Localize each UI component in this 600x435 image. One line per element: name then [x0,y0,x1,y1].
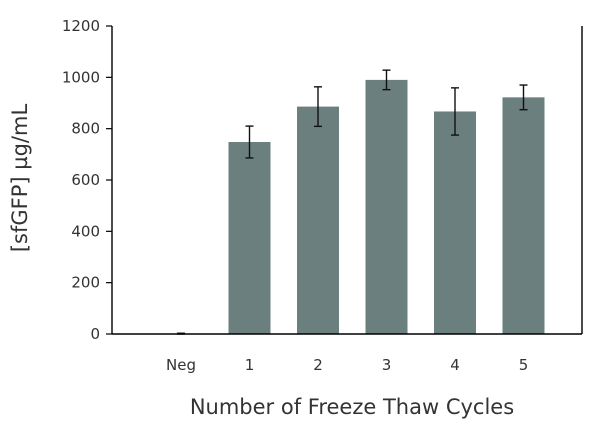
error-bar-1 [245,125,254,159]
x-tick-label-5: 5 [519,356,529,374]
x-tick-label-2: 2 [313,356,323,374]
x-tick-label-1: 1 [245,356,255,374]
bar-4 [434,111,476,334]
y-tick-label-600: 600 [71,171,100,189]
x-tick-label-4: 4 [450,356,460,374]
y-tick-label-200: 200 [71,274,100,292]
x-axis-title: Number of Freeze Thaw Cycles [190,395,514,419]
error-bar-2 [314,86,322,128]
bar-2 [297,106,339,335]
bars-layer [228,79,545,335]
bar-3 [365,79,408,335]
error-bar-5 [519,84,528,111]
error-bars-layer [177,69,528,335]
y-tick-label-400: 400 [71,222,100,240]
y-axis-title: [sfGFP] µg/mL [8,104,32,253]
y-tick-label-1000: 1000 [62,68,100,86]
y-tick-label-0: 0 [90,325,100,343]
error-bar-4 [451,87,459,136]
ticks-layer: Neg 1 2 3 4 5 0 200 400 600 800 1000 1200 [62,17,528,374]
y-tick-label-800: 800 [71,120,100,138]
y-tick-label-1200: 1200 [62,17,100,35]
x-tick-label-3: 3 [382,356,392,374]
bar-1 [228,142,271,334]
bar-5 [502,97,545,334]
x-tick-label-neg: Neg [166,356,196,374]
error-bar-3 [382,69,391,91]
